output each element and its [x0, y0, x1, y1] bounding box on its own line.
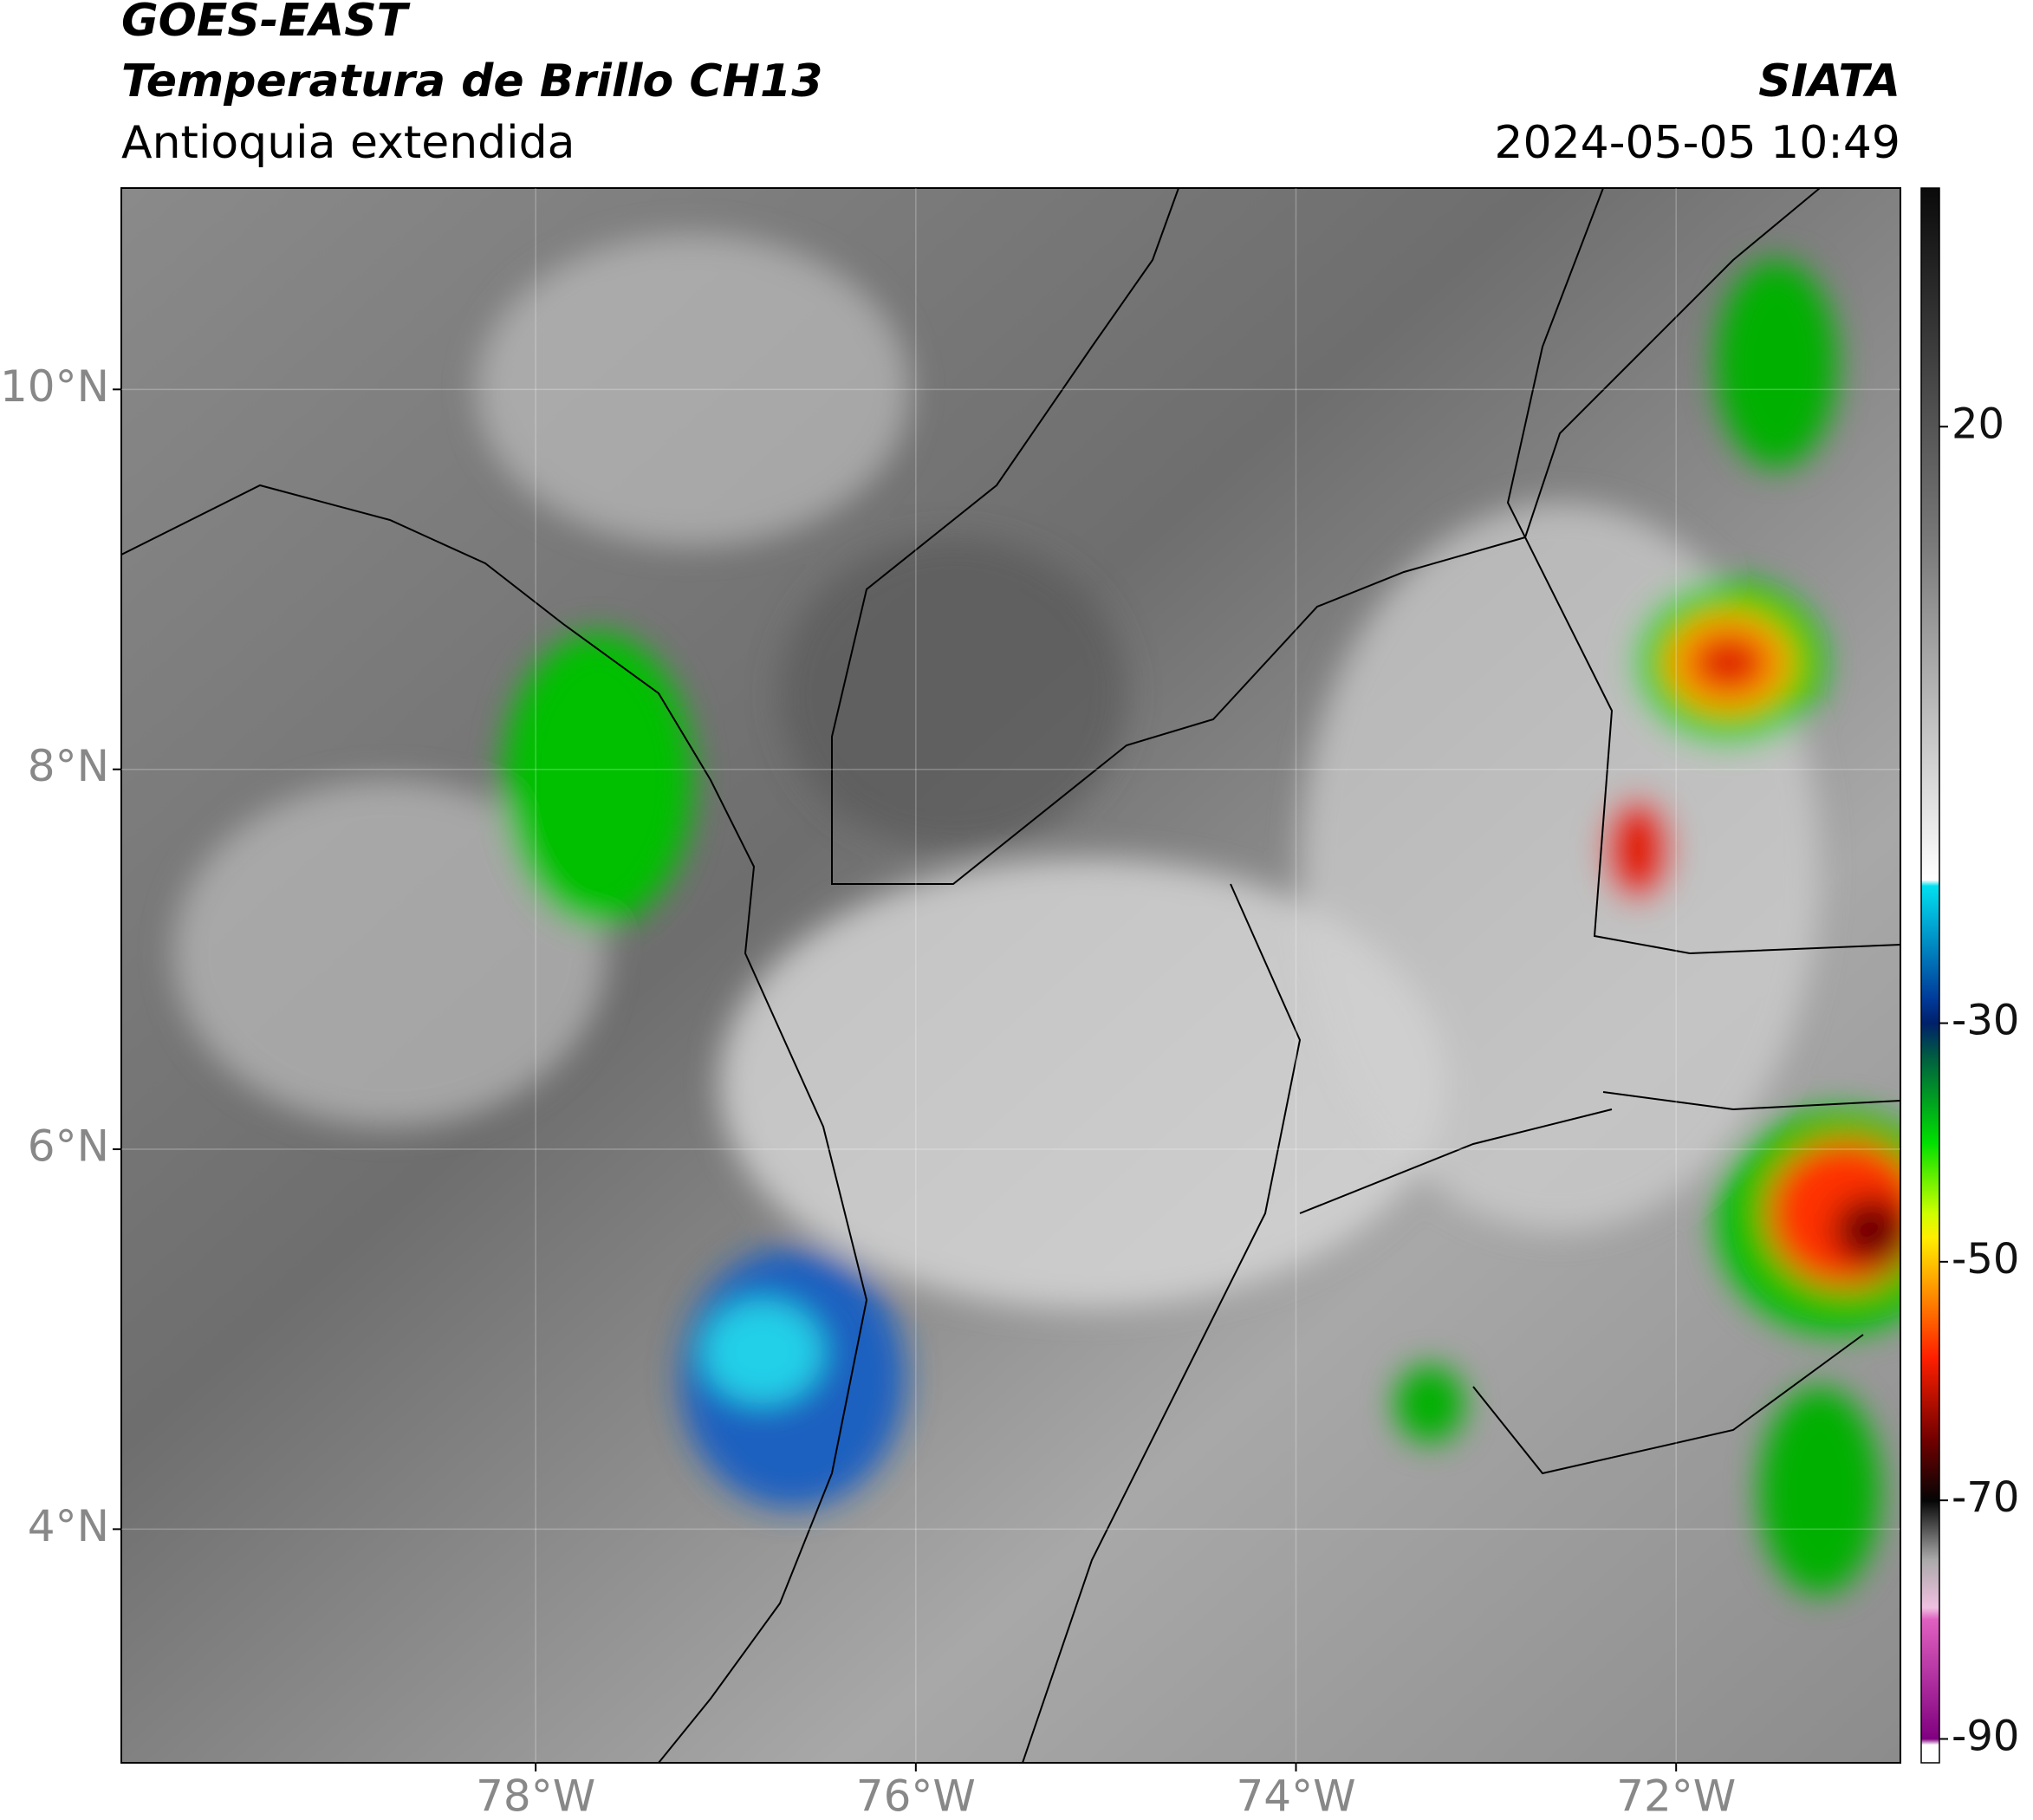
- x-tick-label: 74°W: [1236, 1771, 1355, 1820]
- y-tick-label: 4°N: [28, 1501, 109, 1551]
- colorbar: [1920, 187, 1940, 1764]
- colorbar-tick-label: 20: [1952, 400, 2004, 448]
- x-tick-label: 76°W: [856, 1771, 976, 1820]
- y-tick-label: 8°N: [28, 741, 109, 791]
- y-tick-label: 6°N: [28, 1121, 109, 1172]
- region: Antioquia extendida: [121, 117, 575, 169]
- cloud-field: [173, 234, 1900, 1595]
- border: [1506, 188, 1900, 955]
- border: [1022, 883, 1302, 1763]
- colorbar-tick-label: -50: [1952, 1235, 2019, 1284]
- y-tick-label: 10°N: [0, 361, 109, 412]
- source: SIATA: [1758, 55, 1900, 107]
- title: GOES-EAST: [121, 0, 411, 47]
- coastline: [121, 484, 868, 1763]
- x-tick-label: 78°W: [476, 1771, 595, 1820]
- satellite-image: [121, 188, 1900, 1763]
- map-frame: [120, 187, 1901, 1764]
- border: [1299, 1091, 1900, 1475]
- timestamp: 2024-05-05 10:49: [1494, 117, 1900, 169]
- colorbar-tick-label: -90: [1952, 1712, 2019, 1760]
- borders: [121, 188, 1900, 1763]
- x-tick-label: 72°W: [1616, 1771, 1736, 1820]
- subtitle: Temperatura de Brillo CH13: [121, 55, 822, 107]
- colorbar-tick-label: -30: [1952, 997, 2019, 1045]
- coastline: [831, 188, 1821, 885]
- colorbar-tick-label: -70: [1952, 1473, 2019, 1522]
